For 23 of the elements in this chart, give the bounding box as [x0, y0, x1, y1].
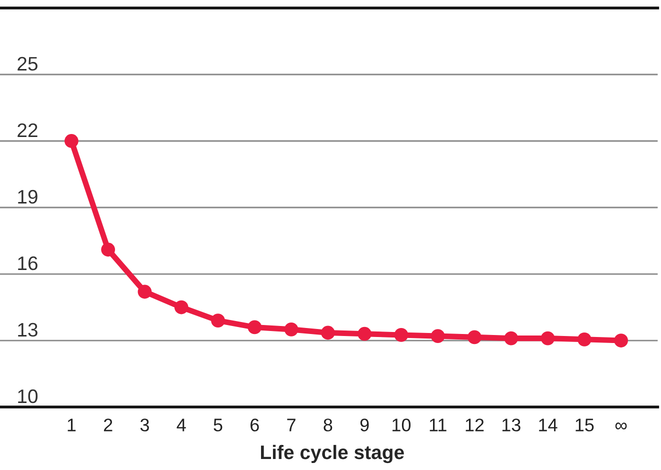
x-axis-title: Life cycle stage: [261, 444, 404, 464]
x-tick-label: 5: [214, 418, 222, 432]
x-tick-label: 14: [539, 418, 558, 432]
x-tick-label: 12: [466, 418, 484, 432]
x-tick-label: 7: [287, 418, 296, 432]
x-tick-label: 2: [104, 418, 112, 432]
x-tick-label: 15: [576, 418, 594, 432]
x-tick-label: 4: [176, 418, 186, 432]
y-tick-label: 19: [18, 190, 38, 204]
x-tick-label: 3: [140, 418, 149, 432]
x-tick-label: 11: [430, 418, 446, 432]
y-tick-label: 10: [18, 389, 38, 404]
y-tick-label: 16: [18, 256, 38, 270]
y-tick-label: 22: [18, 123, 38, 137]
y-tick-label: 25: [18, 56, 38, 71]
x-tick-label: 1: [68, 418, 76, 432]
y-tick-label: 13: [18, 322, 38, 337]
x-tick-label: 8: [324, 418, 332, 432]
x-tick-label: 13: [502, 418, 520, 432]
x-tick-label: 9: [360, 418, 369, 432]
x-tick-label: 10: [392, 418, 411, 432]
x-tick-label: ∞: [615, 422, 627, 430]
x-tick-label: 6: [250, 418, 259, 432]
